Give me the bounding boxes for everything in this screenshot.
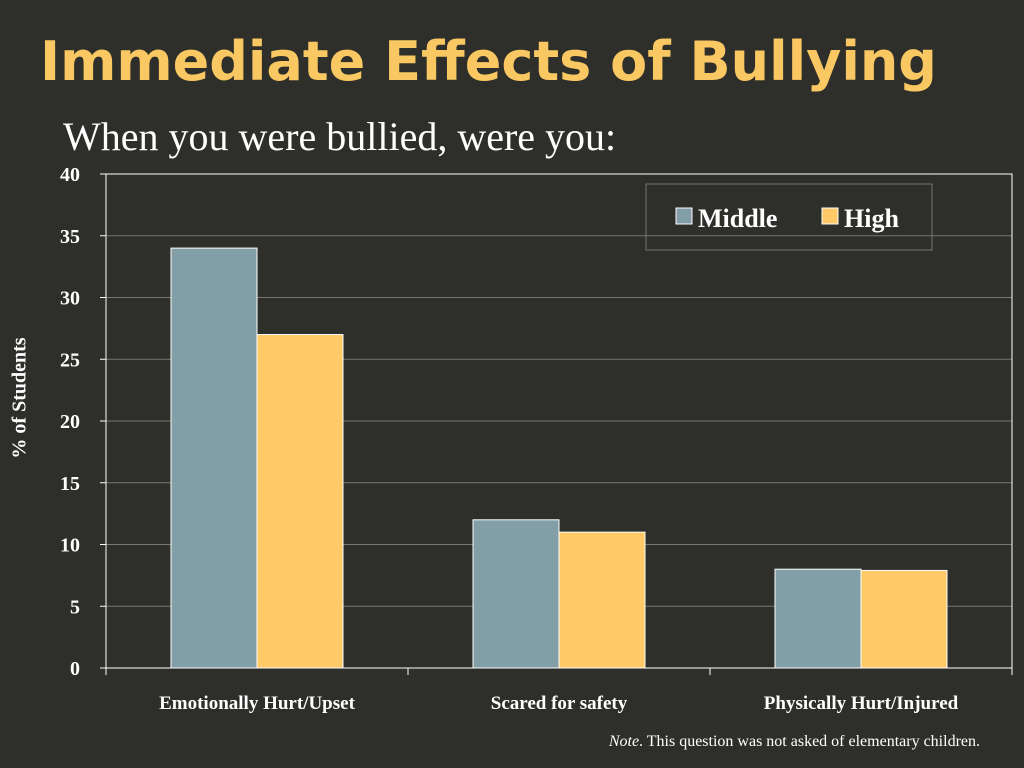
category-label: Emotionally Hurt/Upset [159, 693, 355, 714]
bar-middle [170, 247, 258, 669]
slide-title: Immediate Effects of Bullying [40, 30, 937, 93]
legend-box [645, 183, 933, 251]
y-tick-label: 30 [60, 288, 80, 310]
y-tick-label: 15 [60, 473, 80, 495]
category-labels: Emotionally Hurt/Upset Scared for safety P… [159, 693, 959, 714]
legend: Middle High [645, 183, 933, 251]
legend-swatch-middle [675, 207, 693, 225]
y-tick-label: 35 [60, 226, 80, 248]
bar-high [860, 569, 948, 669]
note-text: . This question was not asked of element… [639, 733, 980, 750]
bar-middle [774, 568, 862, 669]
footnote: Note. This question was not asked of ele… [609, 733, 980, 751]
legend-swatch-high [821, 207, 839, 225]
bars [170, 247, 948, 669]
y-tick-labels: 0 5 10 15 20 25 30 35 40 [60, 164, 80, 680]
bar-middle [472, 519, 560, 669]
category-label: Scared for safety [491, 693, 628, 714]
y-tick-label: 25 [60, 349, 80, 371]
y-tick-label: 10 [60, 535, 80, 557]
slide-subtitle: When you were bullied, were you: [63, 114, 617, 159]
bar-high [558, 531, 646, 669]
y-tick-label: 5 [70, 596, 80, 618]
y-tick-label: 40 [60, 164, 80, 186]
category-label: Physically Hurt/Injured [764, 693, 959, 714]
legend-label-middle: Middle [698, 204, 777, 233]
y-axis-label: % of Students [8, 337, 31, 459]
y-tick-label: 0 [70, 658, 80, 680]
y-tick-label: 20 [60, 411, 80, 433]
legend-label-high: High [844, 204, 899, 233]
bar-high [256, 334, 344, 669]
note-emphasis: Note [608, 733, 640, 750]
